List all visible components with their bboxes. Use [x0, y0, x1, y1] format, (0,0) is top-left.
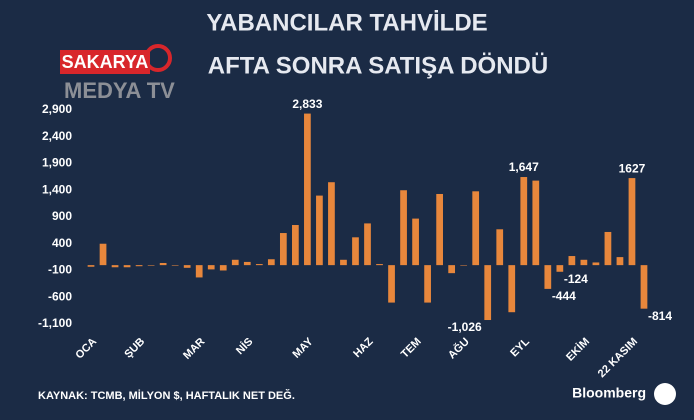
bar: [195, 265, 203, 278]
x-tick-label: EYL: [508, 336, 532, 360]
bar: [568, 256, 576, 266]
bar: [376, 264, 383, 266]
y-tick-label: -600: [48, 289, 72, 303]
bar: [544, 265, 552, 289]
y-tick-label: -100: [48, 263, 72, 277]
bar: [580, 259, 588, 266]
x-tick-label: MAY: [291, 335, 317, 361]
bar: [604, 231, 612, 266]
bar: [135, 265, 143, 267]
bar: [616, 257, 624, 266]
source: KAYNAK: TCMB, MİLYON $, HAFTALIK NET DEĞ…: [38, 389, 295, 402]
x-tick-label: HAZ: [351, 335, 376, 360]
bar: [364, 223, 371, 266]
y-tick-label: 1,900: [42, 156, 72, 170]
watermark: MEDYA TV: [64, 78, 175, 103]
bar: [388, 265, 395, 303]
x-tick-label: NİS: [233, 335, 255, 357]
value-label: -124: [564, 272, 588, 286]
bar: [279, 233, 287, 266]
value-label: 2,833: [292, 97, 322, 111]
bar: [99, 243, 107, 266]
chart-subtitle: AFTA SONRA SATIŞA DÖNDÜ: [208, 52, 548, 79]
bar: [448, 265, 456, 274]
bar: [508, 265, 516, 313]
bar: [400, 190, 407, 266]
brand: Bloomberg: [572, 385, 646, 401]
bar: [412, 218, 419, 266]
bar: [640, 265, 648, 309]
bar: [532, 180, 540, 266]
y-tick-label: -1,100: [38, 316, 72, 330]
x-tick-label: ŞUB: [122, 336, 147, 361]
value-label: -444: [552, 289, 576, 303]
bar: [460, 265, 468, 266]
bar: [219, 265, 227, 271]
chart-title: YABANCILAR TAHVİLDE: [206, 9, 487, 36]
x-tick-label: AĞU: [445, 335, 472, 362]
y-tick-label: 2,900: [42, 102, 72, 116]
value-label: 1,647: [509, 160, 539, 174]
x-tick-label: OCA: [73, 336, 99, 362]
bar: [424, 265, 431, 303]
bar: [496, 229, 504, 266]
bar: [231, 259, 239, 266]
bar: [183, 265, 191, 268]
bar: [628, 178, 636, 266]
bar: [556, 265, 564, 272]
bar: [171, 265, 179, 266]
bar: [592, 262, 600, 266]
value-label: -814: [648, 309, 672, 323]
bar: [267, 259, 275, 266]
y-tick-label: 400: [52, 236, 72, 250]
bar: [340, 259, 347, 266]
bar: [87, 265, 95, 267]
bar: [484, 265, 492, 321]
bar: [352, 237, 359, 266]
logo-icon: [144, 44, 172, 72]
x-tick-label: TEM: [399, 336, 424, 361]
bar: [123, 265, 131, 268]
bar: [147, 265, 155, 266]
y-tick-label: 1,400: [42, 182, 72, 196]
watermark: SAKARYA: [62, 52, 149, 72]
bar: [520, 177, 528, 266]
bar: [292, 225, 299, 266]
y-tick-label: 2,400: [42, 129, 72, 143]
bar: [207, 265, 215, 270]
bar: [255, 264, 263, 266]
bar: [472, 191, 480, 266]
bar: [243, 261, 251, 266]
bar: [436, 193, 443, 266]
bar: [111, 265, 119, 268]
bar: [159, 262, 167, 266]
brand-icon: [654, 383, 676, 405]
value-label: -1,026: [448, 320, 482, 334]
x-tick-label: MAR: [181, 336, 207, 362]
bar: [328, 182, 335, 266]
y-tick-label: 900: [52, 209, 72, 223]
bar: [304, 113, 311, 266]
x-tick-label: EKİM: [563, 335, 592, 364]
bar: [316, 195, 323, 266]
x-tick-label: 22 KASIM: [596, 336, 640, 380]
value-label: 1627: [619, 161, 646, 175]
logo-box: [60, 50, 150, 74]
